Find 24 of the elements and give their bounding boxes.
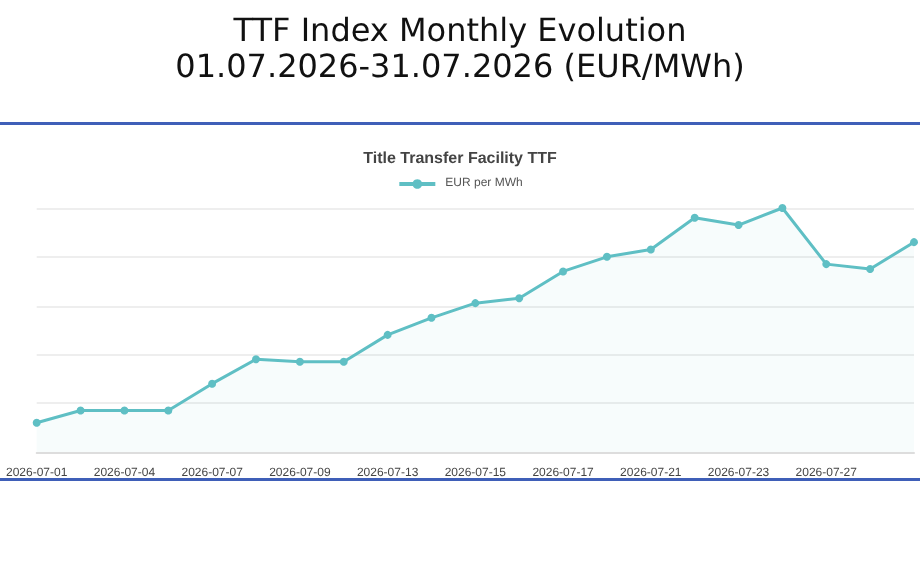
point (471, 299, 480, 308)
point (339, 357, 348, 366)
point (295, 357, 304, 366)
point (32, 418, 41, 427)
point (822, 260, 831, 269)
text: Title Transfer Facility TTF (363, 149, 557, 167)
point (690, 213, 699, 222)
point (778, 204, 787, 212)
point (515, 294, 524, 303)
point (559, 267, 568, 276)
point (866, 265, 875, 273)
point (120, 406, 129, 415)
point (383, 330, 392, 339)
chart-subtitle: 01.07.2026-31.07.2026 (EUR/MWh) (175, 47, 745, 85)
point (646, 245, 655, 254)
point (734, 221, 743, 230)
point (252, 355, 261, 364)
point (164, 406, 173, 415)
point (602, 252, 611, 261)
chart-title: TTF Index Monthly Evolution (231, 11, 687, 49)
point (910, 238, 918, 247)
point (76, 406, 85, 415)
point (427, 313, 436, 322)
point (208, 379, 217, 388)
